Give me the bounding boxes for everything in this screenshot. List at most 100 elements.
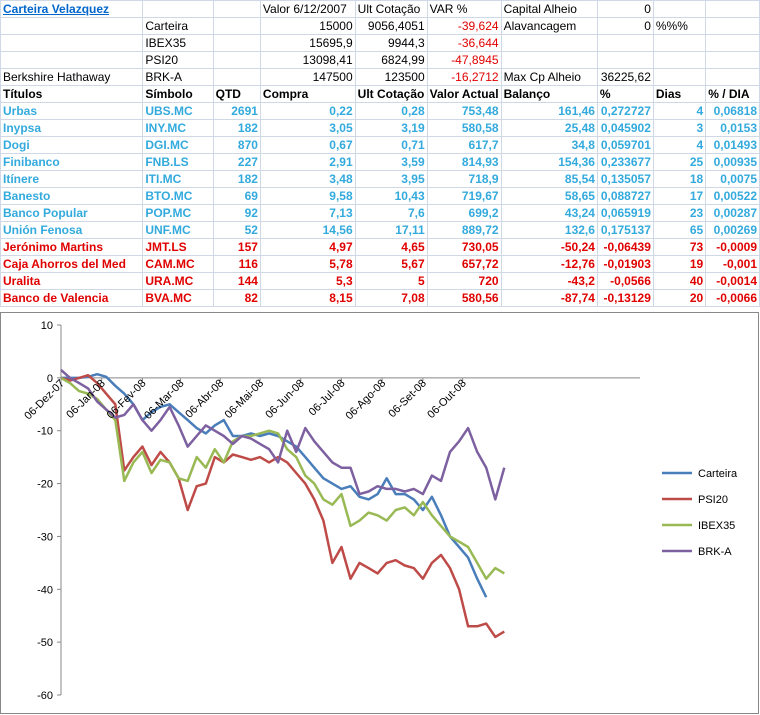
compra-cell[interactable]: 14,56: [259, 221, 356, 239]
benchmark-var[interactable]: -39,624: [426, 17, 502, 35]
pct-dia-cell[interactable]: 0,00269: [705, 221, 760, 239]
title-cell[interactable]: Caja Ahorros del Med: [0, 255, 144, 273]
qtd-cell[interactable]: 182: [212, 119, 261, 137]
pct-dia-cell[interactable]: -0,0014: [705, 272, 760, 290]
benchmark-code[interactable]: BRK-A: [142, 68, 214, 86]
ult-cell[interactable]: 0,28: [354, 102, 428, 120]
dias-cell[interactable]: 3: [652, 119, 707, 137]
benchmark-name[interactable]: Berkshire Hathaway: [0, 68, 144, 86]
compra-cell[interactable]: 8,15: [259, 289, 356, 307]
symbol-cell[interactable]: INY.MC: [142, 119, 214, 137]
benchmark-var[interactable]: -36,644: [426, 34, 502, 52]
qtd-cell[interactable]: 69: [212, 187, 261, 205]
column-header[interactable]: % / DIA: [705, 85, 760, 103]
symbol-cell[interactable]: CAM.MC: [142, 255, 214, 273]
benchmark-var[interactable]: -47,8945: [426, 51, 502, 69]
valor-cell[interactable]: 753,48: [426, 102, 502, 120]
pct-dia-cell[interactable]: 0,0153: [705, 119, 760, 137]
valor-cell[interactable]: 889,72: [426, 221, 502, 239]
dias-cell[interactable]: 23: [652, 204, 707, 222]
compra-cell[interactable]: 5,3: [259, 272, 356, 290]
ult-label[interactable]: Ult Cotação: [354, 0, 428, 18]
benchmark-code[interactable]: Carteira: [142, 17, 214, 35]
title-cell[interactable]: Banco de Valencia: [0, 289, 144, 307]
benchmark-var[interactable]: -16,2712: [426, 68, 502, 86]
balanco-cell[interactable]: 161,46: [500, 102, 598, 120]
balanco-cell[interactable]: 43,24: [500, 204, 598, 222]
compra-cell[interactable]: 3,48: [259, 170, 356, 188]
ult-cell[interactable]: 7,08: [354, 289, 428, 307]
title-cell[interactable]: Jerónimo Martins: [0, 238, 144, 256]
title-cell[interactable]: Unión Fenosa: [0, 221, 144, 239]
column-header[interactable]: Títulos: [0, 85, 144, 103]
compra-cell[interactable]: 5,78: [259, 255, 356, 273]
pct-dia-cell[interactable]: 0,01493: [705, 136, 760, 154]
ult-cell[interactable]: 3,59: [354, 153, 428, 171]
pct-cell[interactable]: 0,088727: [596, 187, 654, 205]
pct-dia-cell[interactable]: 0,0075: [705, 170, 760, 188]
symbol-cell[interactable]: BTO.MC: [142, 187, 214, 205]
pct-cell[interactable]: -0,0566: [596, 272, 654, 290]
pct-cell[interactable]: 0,233677: [596, 153, 654, 171]
ult-cell[interactable]: 3,19: [354, 119, 428, 137]
compra-cell[interactable]: 3,05: [259, 119, 356, 137]
qtd-cell[interactable]: 227: [212, 153, 261, 171]
qtd-cell[interactable]: 182: [212, 170, 261, 188]
qtd-cell[interactable]: 870: [212, 136, 261, 154]
pct-cell[interactable]: 0,272727: [596, 102, 654, 120]
valor-cell[interactable]: 580,56: [426, 289, 502, 307]
pct-cell[interactable]: -0,01903: [596, 255, 654, 273]
symbol-cell[interactable]: DGI.MC: [142, 136, 214, 154]
benchmark-code[interactable]: PSI20: [142, 51, 214, 69]
column-header[interactable]: %: [596, 85, 654, 103]
column-header[interactable]: Valor Actual: [426, 85, 502, 103]
symbol-cell[interactable]: ITI.MC: [142, 170, 214, 188]
dias-cell[interactable]: 17: [652, 187, 707, 205]
ult-cell[interactable]: 7,6: [354, 204, 428, 222]
compra-cell[interactable]: 0,22: [259, 102, 356, 120]
ult-cell[interactable]: 4,65: [354, 238, 428, 256]
pct-dia-cell[interactable]: 0,00935: [705, 153, 760, 171]
balanco-cell[interactable]: -12,76: [500, 255, 598, 273]
pct-dia-cell[interactable]: -0,0066: [705, 289, 760, 307]
balanco-cell[interactable]: -50,24: [500, 238, 598, 256]
ult-cell[interactable]: 0,71: [354, 136, 428, 154]
balanco-cell[interactable]: -43,2: [500, 272, 598, 290]
title-cell[interactable]: Urbas: [0, 102, 144, 120]
pct-dia-cell[interactable]: 0,00287: [705, 204, 760, 222]
pct-cell[interactable]: 0,065919: [596, 204, 654, 222]
column-header[interactable]: Dias: [652, 85, 707, 103]
capital-value[interactable]: 0: [596, 0, 654, 18]
benchmark-valor[interactable]: 15695,9: [259, 34, 356, 52]
column-header[interactable]: QTD: [212, 85, 261, 103]
qtd-cell[interactable]: 144: [212, 272, 261, 290]
pct-dia-cell[interactable]: -0,0009: [705, 238, 760, 256]
balanco-cell[interactable]: -87,74: [500, 289, 598, 307]
qtd-cell[interactable]: 116: [212, 255, 261, 273]
benchmark-code[interactable]: IBEX35: [142, 34, 214, 52]
dias-cell[interactable]: 65: [652, 221, 707, 239]
benchmark-name[interactable]: [0, 51, 144, 69]
title-cell[interactable]: Finibanco: [0, 153, 144, 171]
qtd-cell[interactable]: 2691: [212, 102, 261, 120]
pct-cell[interactable]: -0,06439: [596, 238, 654, 256]
symbol-cell[interactable]: FNB.LS: [142, 153, 214, 171]
dias-cell[interactable]: 4: [652, 102, 707, 120]
column-header[interactable]: Compra: [259, 85, 356, 103]
dias-cell[interactable]: 73: [652, 238, 707, 256]
pct-cell[interactable]: -0,13129: [596, 289, 654, 307]
qtd-cell[interactable]: 52: [212, 221, 261, 239]
balanco-cell[interactable]: 85,54: [500, 170, 598, 188]
pct-dia-cell[interactable]: 0,00522: [705, 187, 760, 205]
ult-cell[interactable]: 10,43: [354, 187, 428, 205]
symbol-cell[interactable]: JMT.LS: [142, 238, 214, 256]
valor-label[interactable]: Valor 6/12/2007: [259, 0, 356, 18]
symbol-cell[interactable]: URA.MC: [142, 272, 214, 290]
compra-cell[interactable]: 4,97: [259, 238, 356, 256]
balanco-cell[interactable]: 34,8: [500, 136, 598, 154]
title-cell[interactable]: Inypsa: [0, 119, 144, 137]
benchmark-valor[interactable]: 147500: [259, 68, 356, 86]
capital-label[interactable]: Capital Alheio: [500, 0, 598, 18]
ult-cell[interactable]: 5: [354, 272, 428, 290]
column-header[interactable]: Balanço: [500, 85, 598, 103]
